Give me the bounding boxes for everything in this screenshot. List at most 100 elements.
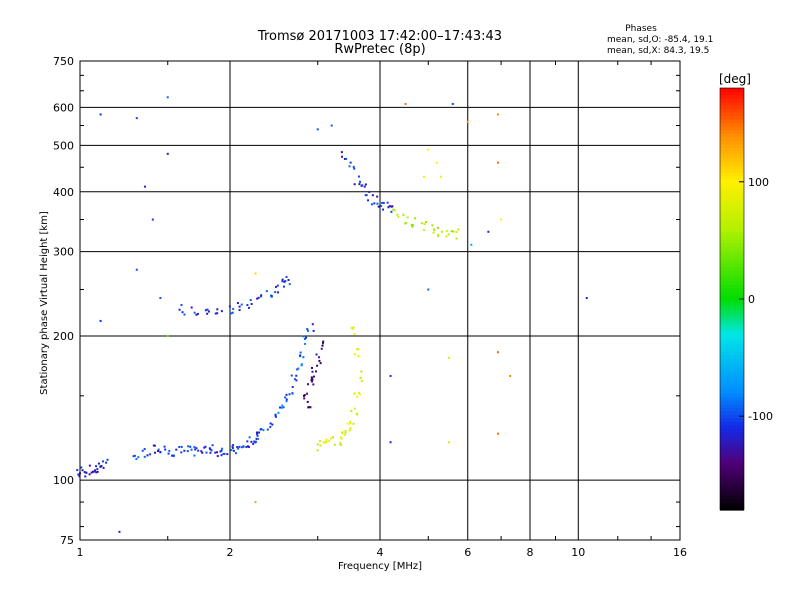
data-point [269,425,272,428]
data-point [178,308,181,311]
data-point [296,368,299,371]
chart-subtitle: RwPretec (8p) [334,42,425,57]
data-point [151,218,154,221]
data-point [445,235,448,238]
data-point [216,308,219,311]
data-point [340,151,343,154]
colorbar-segment [720,485,744,490]
data-point [254,440,257,443]
colorbar-segment [720,291,744,297]
data-point [201,451,204,454]
data-point [256,434,259,437]
colorbar-segment [720,232,744,237]
colorbar-segment [720,116,744,121]
colorbar-segment [720,112,744,117]
data-point [319,444,322,447]
colorbar-segment [720,165,744,170]
data-point [355,412,358,415]
data-point [411,224,414,227]
data-point [322,441,325,444]
data-point [322,340,325,343]
data-point [249,299,252,302]
data-point [93,470,96,473]
data-point [359,180,362,183]
colorbar-segment [720,189,744,195]
data-point [350,410,353,413]
data-point [349,420,352,423]
data-point [321,342,324,345]
colorbar-segment [720,415,744,420]
data-point [364,194,367,197]
data-point [310,366,313,369]
data-point [135,268,138,271]
colorbar-segment [720,457,744,462]
data-point [339,441,342,444]
data-point [250,303,253,306]
data-point [348,165,351,168]
data-point [435,161,438,164]
data-point [290,374,293,377]
data-point [350,326,353,329]
colorbar-segment [720,474,744,479]
data-point [330,437,333,440]
data-point [88,473,91,476]
data-point [302,356,305,359]
data-point [373,202,376,205]
data-point [353,183,356,186]
data-point [246,440,249,443]
data-point [321,344,324,347]
colorbar-segment [720,439,744,444]
data-point [302,335,305,338]
data-point [270,295,273,298]
data-point [248,436,251,439]
colorbar-segment [720,161,744,166]
data-point [135,458,138,461]
data-point [437,234,440,237]
data-point [216,312,219,315]
data-point [402,213,405,216]
data-point [311,370,314,373]
colorbar-segment [720,464,744,469]
data-point [95,465,98,468]
data-point [422,175,425,178]
data-point [382,208,385,211]
data-point [274,415,277,418]
data-point [420,222,423,225]
data-point [231,445,234,448]
colorbar-segment [720,179,744,184]
colorbar-tick-label: 100 [748,176,769,189]
data-point [346,422,349,425]
data-point [260,294,263,297]
data-point [312,329,315,332]
data-point [157,450,160,453]
phase-colorbar [719,87,745,511]
colorbar-segment [720,408,744,413]
data-point [307,329,310,332]
data-point [283,280,286,283]
data-point [300,363,303,366]
data-point [381,201,384,204]
data-point [344,431,347,434]
data-point [96,468,99,471]
colorbar-segment [720,225,744,230]
data-point [133,454,136,457]
data-point [193,311,196,314]
colorbar-segment [720,327,744,332]
data-point [455,231,458,234]
colorbar-segment [720,182,744,188]
colorbar-segment [720,246,744,251]
data-point [97,462,100,465]
colorbar-segment [720,274,744,279]
data-point [309,406,312,409]
colorbar-segment [720,376,744,381]
data-point [236,302,239,305]
data-point [432,231,435,234]
data-point [266,428,269,431]
data-point [447,233,450,236]
data-point [209,451,212,454]
data-point [360,184,363,187]
data-point [259,428,262,431]
colorbar-segment [720,123,744,128]
colorbar-label: [deg] [719,72,751,86]
data-point [285,400,288,403]
